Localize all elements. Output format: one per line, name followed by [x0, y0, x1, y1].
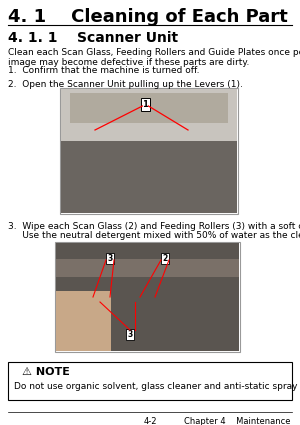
Text: 3: 3 — [107, 254, 112, 263]
Bar — [56, 259, 239, 277]
Text: 2: 2 — [162, 254, 168, 263]
Bar — [70, 93, 228, 123]
Text: Chapter 4    Maintenance: Chapter 4 Maintenance — [184, 417, 290, 425]
Bar — [55, 242, 240, 352]
Text: Clean each Scan Glass, Feeding Rollers and Guide Plates once per a week, as the : Clean each Scan Glass, Feeding Rollers a… — [8, 48, 300, 68]
Bar — [56, 243, 239, 351]
Text: 3: 3 — [128, 330, 133, 339]
Bar — [56, 291, 111, 351]
Text: ⚠ NOTE: ⚠ NOTE — [22, 367, 70, 377]
Text: Do not use organic solvent, glass cleaner and anti-static spray for the cleaning: Do not use organic solvent, glass cleane… — [14, 382, 300, 391]
Text: 1.  Confirm that the machine is turned off.: 1. Confirm that the machine is turned of… — [8, 66, 200, 75]
Bar — [61, 141, 237, 213]
Text: 3.  Wipe each Scan Glass (2) and Feeding Rollers (3) with a soft cloth.: 3. Wipe each Scan Glass (2) and Feeding … — [8, 222, 300, 231]
Text: 4. 1    Cleaning of Each Part: 4. 1 Cleaning of Each Part — [8, 8, 288, 26]
Text: 1: 1 — [142, 100, 148, 109]
Text: 4. 1. 1    Scanner Unit: 4. 1. 1 Scanner Unit — [8, 31, 178, 45]
Bar — [8, 362, 292, 400]
Text: Use the neutral detergent mixed with 50% of water as the cleaner.: Use the neutral detergent mixed with 50%… — [8, 231, 300, 240]
Bar — [61, 89, 237, 213]
Text: 2.  Open the Scanner Unit pulling up the Levers (1).: 2. Open the Scanner Unit pulling up the … — [8, 80, 243, 89]
Bar — [60, 88, 238, 214]
Text: 4-2: 4-2 — [143, 417, 157, 425]
